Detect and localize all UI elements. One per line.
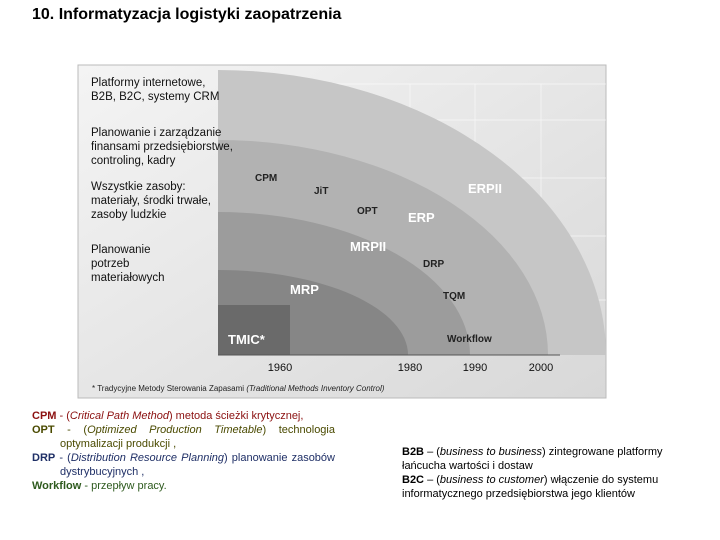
- definition-punct: – (: [424, 474, 440, 486]
- year-label: 1960: [268, 362, 292, 374]
- definition-text: ) technologia optymalizacji produkcji ,: [60, 424, 335, 450]
- definition-term: B2B: [402, 446, 425, 458]
- definition-expansion: Optimized Production Timetable: [87, 424, 263, 436]
- definition: DRP - (Distribution Resource Planning) p…: [32, 451, 335, 479]
- tmic-band: [218, 305, 290, 355]
- footnote-label: * Tradycyjne Metody Sterowania Zapasami: [92, 384, 244, 393]
- row-label-line: Planowanie: [91, 244, 150, 256]
- row-label-line: B2B, B2C, systemy CRM: [91, 91, 219, 103]
- definitions-left: CPM - (Critical Path Method) metoda ście…: [32, 409, 335, 493]
- definition-term: DRP: [32, 452, 56, 464]
- tool-label: JiT: [314, 186, 328, 197]
- year-label: 2000: [529, 362, 553, 374]
- row-label-line: zasoby ludzkie: [91, 209, 166, 221]
- tool-labels: CPM JiT OPT DRP TQM Workflow: [255, 173, 492, 345]
- row-label-line: potrzeb: [91, 258, 129, 270]
- definition-punct: - (: [56, 410, 70, 422]
- footnote: * Tradycyjne Metody Sterowania Zapasami …: [92, 384, 385, 393]
- row-label-line: materiały, środki trwałe,: [91, 195, 211, 207]
- row-label-line: Wszystkie zasoby:: [91, 181, 186, 193]
- definition-text: ) metoda ścieżki krytycznej,: [168, 410, 304, 422]
- row-label-line: Platformy internetowe,: [91, 77, 205, 89]
- definition-expansion: Critical Path Method: [69, 410, 169, 422]
- definition-expansion: Distribution Resource Planning: [70, 452, 224, 464]
- region-label: TMIC*: [228, 332, 266, 347]
- row-label-line: materiałowych: [91, 272, 165, 284]
- region-labels: ERPII ERP MRPII MRP TMIC*: [228, 181, 502, 347]
- definition-text: ) zintegrowane platformy łańcucha wartoś…: [402, 446, 663, 472]
- definition: OPT - (Optimized Production Timetable) t…: [32, 423, 335, 451]
- row-label-line: controling, kadry: [91, 155, 176, 167]
- row-label-line: Planowanie i zarządzanie: [91, 127, 221, 139]
- tool-label: OPT: [357, 206, 378, 217]
- tool-label: DRP: [423, 259, 444, 270]
- region-label: MRPII: [350, 239, 386, 254]
- definition: B2B – (business to business) zintegrowan…: [402, 445, 702, 473]
- tool-label: Workflow: [447, 334, 492, 345]
- definition-text: ) włączenie do systemu informatycznego p…: [402, 474, 659, 500]
- definition: B2C – (business to customer) włączenie d…: [402, 473, 702, 501]
- definition-punct: – (: [424, 446, 440, 458]
- definition-text: - przepływ pracy.: [81, 480, 167, 492]
- definition-term: CPM: [32, 410, 57, 422]
- row-label-line: finansami przedsiębiorstwe,: [91, 141, 233, 153]
- year-labels: 1960 1980 1990 2000: [268, 362, 553, 374]
- row-labels: Platformy internetowe, B2B, B2C, systemy …: [91, 77, 233, 284]
- definition-expansion: business to business: [439, 446, 543, 458]
- region-label: MRP: [290, 282, 319, 297]
- definition-punct: - (: [54, 424, 88, 436]
- definition-term: Workflow: [32, 480, 82, 492]
- definition: CPM - (Critical Path Method) metoda ście…: [32, 409, 335, 423]
- definitions-right: B2B – (business to business) zintegrowan…: [402, 445, 702, 501]
- tool-label: CPM: [255, 173, 277, 184]
- year-label: 1990: [463, 362, 487, 374]
- definition-expansion: business to customer: [439, 474, 544, 486]
- slide-title: 10. Informatyzacja logistyki zaopatrzeni…: [32, 6, 342, 23]
- region-label: ERP: [408, 210, 435, 225]
- definition-punct: - (: [55, 452, 71, 464]
- definition-text: ) planowanie zasobów dystrybucyjnych ,: [60, 452, 335, 478]
- region-label: ERPII: [468, 181, 502, 196]
- definition-term: B2C: [402, 474, 425, 486]
- tool-label: TQM: [443, 291, 465, 302]
- footnote-translation: (Traditional Methods Inventory Control): [246, 384, 384, 393]
- definition: Workflow - przepływ pracy.: [32, 479, 335, 493]
- definition-term: OPT: [32, 424, 55, 436]
- year-label: 1980: [398, 362, 422, 374]
